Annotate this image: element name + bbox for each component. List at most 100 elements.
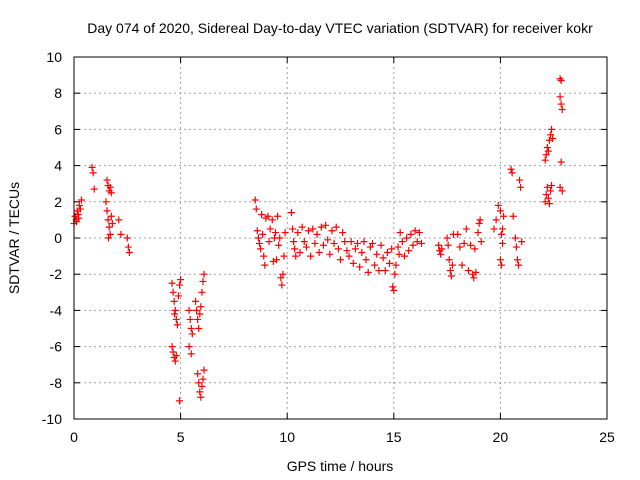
data-point xyxy=(197,303,205,311)
data-point xyxy=(287,209,295,217)
data-point xyxy=(405,247,413,255)
data-point xyxy=(379,254,387,262)
data-point xyxy=(395,250,403,258)
data-point xyxy=(305,227,313,235)
data-point xyxy=(443,234,451,242)
data-point xyxy=(198,382,206,390)
data-point xyxy=(176,397,184,405)
data-point xyxy=(278,281,286,289)
y-tick-label: -2 xyxy=(50,266,63,282)
data-point xyxy=(541,156,549,164)
data-point xyxy=(271,229,279,237)
data-point xyxy=(268,216,276,224)
data-point xyxy=(547,131,555,139)
data-point xyxy=(171,357,179,365)
y-tick-label: -6 xyxy=(50,339,63,355)
data-point xyxy=(435,241,443,249)
data-point xyxy=(437,250,445,258)
data-point xyxy=(545,200,553,208)
data-point xyxy=(176,281,184,289)
data-point xyxy=(391,270,399,278)
data-point xyxy=(300,238,308,246)
data-point xyxy=(390,286,398,294)
data-point xyxy=(438,245,446,253)
data-point xyxy=(75,201,83,209)
data-point xyxy=(196,310,204,318)
x-tick-label: 10 xyxy=(279,429,295,445)
data-point xyxy=(558,187,566,195)
data-point xyxy=(334,245,342,253)
data-point xyxy=(290,238,298,246)
y-tick-label: 2 xyxy=(54,194,62,210)
data-point xyxy=(107,189,115,197)
data-point xyxy=(492,216,500,224)
data-point xyxy=(456,243,464,251)
data-point xyxy=(381,267,389,275)
data-point xyxy=(396,229,404,237)
data-point xyxy=(543,144,551,151)
data-point xyxy=(500,212,508,220)
data-point xyxy=(258,210,266,218)
plot-frame xyxy=(73,56,608,420)
data-point xyxy=(298,223,306,231)
data-point xyxy=(467,241,475,249)
data-point xyxy=(541,198,549,206)
data-point xyxy=(103,207,111,215)
data-point xyxy=(356,263,364,271)
data-point xyxy=(192,297,200,305)
data-point xyxy=(172,352,180,360)
data-point xyxy=(516,176,524,184)
data-point xyxy=(511,234,519,242)
data-point xyxy=(360,238,368,246)
data-point xyxy=(173,321,181,329)
data-point xyxy=(106,230,114,238)
y-tick-label: 6 xyxy=(54,121,62,137)
data-point xyxy=(542,151,550,159)
data-point xyxy=(517,183,525,191)
data-point xyxy=(174,292,182,300)
data-point xyxy=(458,261,466,269)
data-point xyxy=(557,77,565,85)
data-point xyxy=(389,283,397,291)
data-point xyxy=(411,227,419,235)
y-tick-label: 8 xyxy=(54,85,62,101)
data-point xyxy=(106,183,114,191)
data-point xyxy=(358,248,366,256)
data-point xyxy=(330,239,338,247)
data-point xyxy=(200,366,208,374)
data-point xyxy=(549,134,557,142)
data-point xyxy=(291,245,299,253)
data-point xyxy=(117,230,125,238)
data-point xyxy=(274,212,282,220)
data-point xyxy=(103,176,111,184)
data-point xyxy=(171,306,179,314)
data-point xyxy=(400,252,408,260)
data-point xyxy=(407,230,415,238)
data-point xyxy=(257,245,265,253)
data-point xyxy=(324,236,332,244)
data-point xyxy=(104,216,112,224)
data-point xyxy=(251,196,259,204)
data-point xyxy=(545,136,553,144)
data-point xyxy=(556,75,564,83)
data-point xyxy=(508,169,516,177)
data-point xyxy=(544,147,552,155)
data-point xyxy=(354,239,362,247)
data-point xyxy=(198,288,206,296)
data-point xyxy=(276,234,284,242)
data-point xyxy=(296,248,304,256)
data-point xyxy=(548,125,556,133)
data-point xyxy=(260,252,268,260)
data-point xyxy=(547,187,555,195)
data-point xyxy=(368,239,376,247)
data-point xyxy=(253,227,261,235)
data-point xyxy=(199,277,207,285)
data-point xyxy=(375,267,383,275)
data-point xyxy=(255,239,263,247)
data-point xyxy=(289,225,297,233)
data-point xyxy=(169,348,177,356)
data-point xyxy=(292,252,300,260)
y-tick-label: -10 xyxy=(42,411,62,427)
y-axis-label: SDTVAR / TECUs xyxy=(6,182,22,294)
data-point xyxy=(518,238,526,246)
